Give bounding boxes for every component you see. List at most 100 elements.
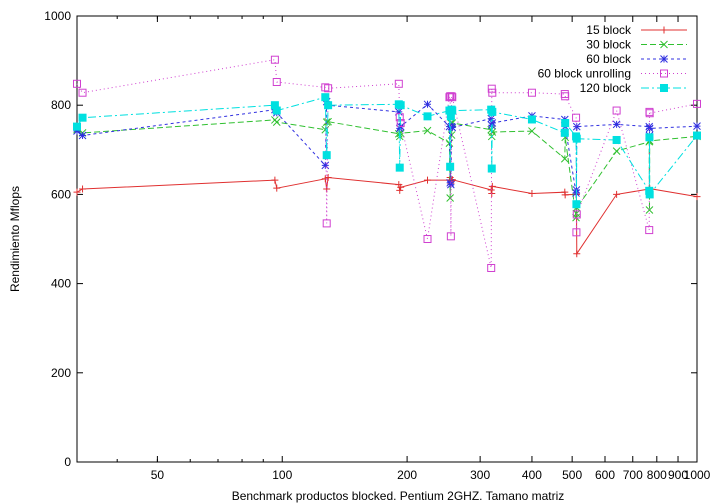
data-point [395,113,404,122]
data-point [645,226,654,235]
data-point [396,101,405,110]
data-point [612,147,621,155]
data-point [572,122,581,131]
data-point [397,183,405,191]
x-tick-label: 800 [647,468,667,482]
series-line [76,119,698,218]
data-point [560,154,569,163]
data-point [270,55,279,64]
x-tick-label: 400 [522,468,542,482]
data-point [272,106,281,115]
data-point [446,162,455,171]
data-point [78,131,87,140]
data-point [612,135,621,144]
y-tick-label: 400 [51,277,71,291]
data-point [322,151,331,160]
plot-frame [76,15,698,463]
data-point [693,122,701,131]
data-point [272,78,281,87]
data-point [394,79,403,88]
data-point [572,200,581,209]
data-point [488,107,497,116]
series-line [76,101,698,194]
data-point [693,193,701,201]
data-point [424,176,432,184]
y-tick-label: 600 [51,187,71,201]
data-point [423,235,432,243]
x-tick-label: 100 [272,468,292,482]
series-4 [73,93,701,209]
series-layer [73,55,701,272]
legend-label: 60 block unrolling [538,67,631,81]
x-tick-label: 900 [668,468,688,482]
data-point [73,122,81,131]
data-point [561,119,570,128]
data-point [487,263,496,272]
y-tick-label: 800 [51,98,71,112]
data-point [528,127,536,135]
legend-marker [660,40,668,49]
data-point [612,106,621,115]
data-point [645,206,654,214]
legend-marker [660,55,668,63]
data-point [396,186,404,194]
data-point [488,182,496,190]
legend-label: 15 block [586,23,632,37]
data-point [448,93,457,102]
data-point [488,128,497,136]
y-axis-label: Rendimiento Mflops [8,186,22,292]
data-point [446,232,455,241]
series-line [76,176,698,256]
data-point [423,126,432,135]
data-point [561,191,569,199]
x-axis-label: Benchmark productos blocked. Pentium 2GH… [232,489,565,503]
data-point [273,184,281,192]
series-1 [73,116,701,222]
x-tick-label: 200 [397,468,417,482]
data-point [423,100,432,109]
legend-label: 120 block [580,81,632,95]
x-tick-label: 700 [623,468,643,482]
data-point [394,108,403,116]
data-point [488,88,497,97]
data-point [527,88,536,97]
data-point [78,88,87,97]
data-point [395,163,404,172]
axes-layer: 0 200 400 600 800 1000 50 100 200 300 400 500 600 700… [44,9,710,482]
legend-marker [660,26,668,34]
data-point [572,228,581,237]
data-point [321,83,330,92]
data-point [612,120,621,129]
data-point [572,210,581,219]
data-point [73,127,81,135]
data-point [423,112,432,121]
data-point [613,190,621,198]
data-point [693,99,701,108]
series-2 [73,97,701,197]
y-tick-label: 0 [64,455,71,469]
data-point [448,123,457,132]
data-point [447,180,455,189]
data-point [447,92,456,101]
data-point [693,131,701,140]
data-point [322,219,331,228]
series-0 [73,173,701,258]
data-point [321,161,330,170]
data-point [645,109,654,118]
data-point [645,190,654,199]
y-tick-label: 200 [51,366,71,380]
data-point [272,118,281,127]
legend-label: 60 block [586,52,632,66]
data-point [572,113,581,122]
data-point [324,173,332,181]
data-point [73,79,81,88]
data-point [487,84,496,93]
data-point [572,134,581,143]
data-point [321,93,330,102]
y-tick-label: 1000 [44,9,71,23]
data-point [527,115,536,124]
data-point [487,164,496,173]
data-point [448,106,457,115]
